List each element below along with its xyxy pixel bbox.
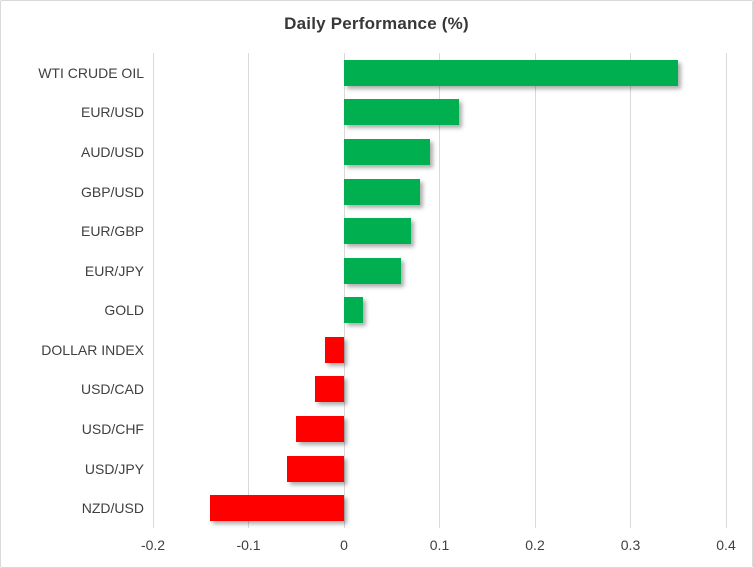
x-tick-label: 0.1	[429, 537, 450, 553]
x-tick-label: -0.1	[236, 537, 261, 553]
x-tick-label: -0.2	[140, 537, 166, 553]
gridline	[725, 53, 727, 528]
category-label: USD/CHF	[81, 421, 144, 438]
x-tick-label: 0	[340, 537, 348, 553]
bar-nzd-usd	[210, 495, 344, 522]
bar-eur-jpy	[344, 257, 402, 284]
bar-dollar-index	[324, 336, 344, 363]
category-label: GBP/USD	[80, 183, 144, 200]
category-label: GOLD	[104, 302, 144, 319]
bar-aud-usd	[344, 138, 430, 165]
gridline	[343, 53, 345, 528]
bar-eur-gbp	[344, 218, 411, 245]
gridline	[534, 53, 536, 528]
bar-gbp-usd	[344, 178, 421, 205]
category-label: EUR/USD	[80, 104, 144, 121]
category-label: WTI CRUDE OIL	[38, 64, 144, 81]
bar-eur-usd	[344, 99, 459, 126]
category-label: NZD/USD	[81, 500, 144, 517]
category-label: EUR/JPY	[84, 262, 144, 279]
gridline	[152, 53, 154, 528]
bar-usd-jpy	[286, 455, 344, 482]
category-label: USD/CAD	[80, 381, 144, 398]
category-label: AUD/USD	[80, 143, 144, 160]
bar-gold	[344, 297, 364, 324]
bar-usd-chf	[296, 416, 344, 443]
x-tick-label: 0.3	[620, 537, 641, 553]
bar-wti-crude-oil	[344, 59, 679, 86]
category-label: DOLLAR INDEX	[41, 341, 144, 358]
category-label: USD/JPY	[84, 460, 144, 477]
x-tick-label: 0.2	[525, 537, 545, 553]
chart-title: Daily Performance (%)	[284, 14, 469, 33]
gridline	[630, 53, 631, 528]
x-tick-label: 0.4	[716, 537, 736, 553]
plot-area	[152, 53, 727, 528]
category-label: EUR/GBP	[80, 223, 144, 240]
gridline	[439, 53, 440, 528]
gridline	[248, 53, 249, 528]
bar-usd-cad	[315, 376, 344, 403]
